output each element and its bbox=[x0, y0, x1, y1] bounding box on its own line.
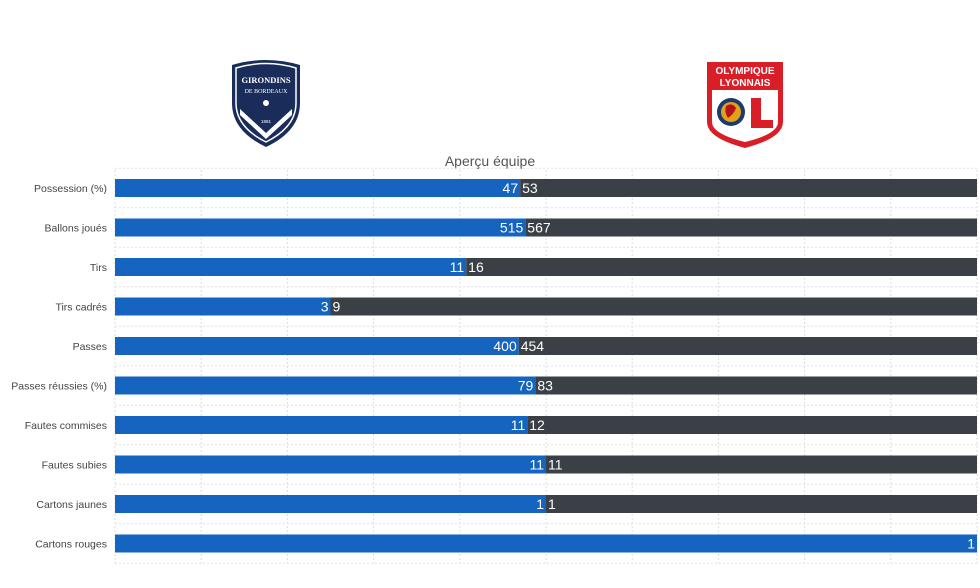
away-bar bbox=[330, 297, 977, 316]
home-value-label: 11 bbox=[529, 457, 544, 473]
bordeaux-crest-icon: GIRONDINS DE BORDEAUX 1881 bbox=[232, 60, 300, 147]
category-label: Passes bbox=[73, 341, 107, 353]
home-value-label: 79 bbox=[518, 378, 534, 394]
away-bar bbox=[466, 258, 977, 276]
category-label: Cartons jaunes bbox=[36, 499, 107, 511]
lyon-crest-icon: OLYMPIQUE LYONNAIS bbox=[707, 62, 783, 148]
category-label: Passes réussies (%) bbox=[11, 381, 107, 393]
home-crest-name-line2: DE BORDEAUX bbox=[245, 89, 288, 95]
away-value-label: 9 bbox=[333, 299, 341, 315]
away-bar bbox=[546, 495, 977, 513]
home-bar bbox=[115, 258, 467, 276]
away-crest-name-line2: LYONNAIS bbox=[720, 78, 771, 89]
category-label: Possession (%) bbox=[34, 183, 107, 195]
away-bar bbox=[546, 455, 977, 474]
away-value-label: 567 bbox=[527, 220, 551, 236]
chart-bars: Possession (%) 47 53 Ballons joués 515 567 Tir… bbox=[11, 179, 977, 553]
category-label: Ballons joués bbox=[45, 223, 107, 235]
away-value-label: 83 bbox=[537, 378, 553, 394]
home-bar bbox=[115, 416, 528, 434]
home-bar bbox=[115, 218, 526, 237]
home-bar bbox=[115, 337, 519, 355]
home-bar bbox=[115, 534, 977, 553]
home-bar bbox=[115, 376, 536, 395]
home-value-label: 515 bbox=[500, 220, 524, 236]
category-label: Tirs cadrés bbox=[55, 302, 107, 314]
category-label: Cartons rouges bbox=[35, 539, 107, 551]
home-crest-year: 1881 bbox=[261, 119, 272, 124]
away-value-label: 12 bbox=[529, 417, 545, 433]
category-label: Fautes subies bbox=[42, 460, 107, 472]
home-bar bbox=[115, 455, 546, 474]
home-value-label: 3 bbox=[321, 299, 329, 315]
away-value-label: 1 bbox=[548, 496, 556, 512]
away-crest-name-line1: OLYMPIQUE bbox=[715, 66, 774, 77]
category-label: Fautes commises bbox=[25, 420, 107, 432]
home-value-label: 400 bbox=[493, 338, 517, 354]
home-bar bbox=[115, 297, 331, 316]
home-value-label: 11 bbox=[511, 417, 526, 433]
away-value-label: 16 bbox=[468, 259, 484, 275]
away-value-label: 53 bbox=[522, 180, 538, 196]
away-bar bbox=[525, 218, 977, 237]
away-bar bbox=[520, 179, 977, 197]
home-bar bbox=[115, 179, 521, 197]
category-label: Tirs bbox=[90, 262, 107, 274]
away-value-label: 454 bbox=[521, 338, 545, 354]
home-value-label: 1 bbox=[967, 536, 975, 552]
home-bar bbox=[115, 495, 546, 513]
home-value-label: 1 bbox=[536, 496, 544, 512]
team-logos: GIRONDINS DE BORDEAUX 1881 OLYMPIQUE LYO… bbox=[0, 0, 980, 150]
away-bar bbox=[535, 376, 977, 395]
home-crest-name-line1: GIRONDINS bbox=[241, 75, 290, 85]
chart-title: Aperçu équipe bbox=[444, 153, 536, 169]
home-value-label: 11 bbox=[450, 259, 465, 275]
away-value-label: 11 bbox=[548, 457, 563, 473]
away-bar bbox=[527, 416, 977, 434]
home-value-label: 47 bbox=[503, 180, 519, 196]
away-bar bbox=[518, 337, 977, 355]
